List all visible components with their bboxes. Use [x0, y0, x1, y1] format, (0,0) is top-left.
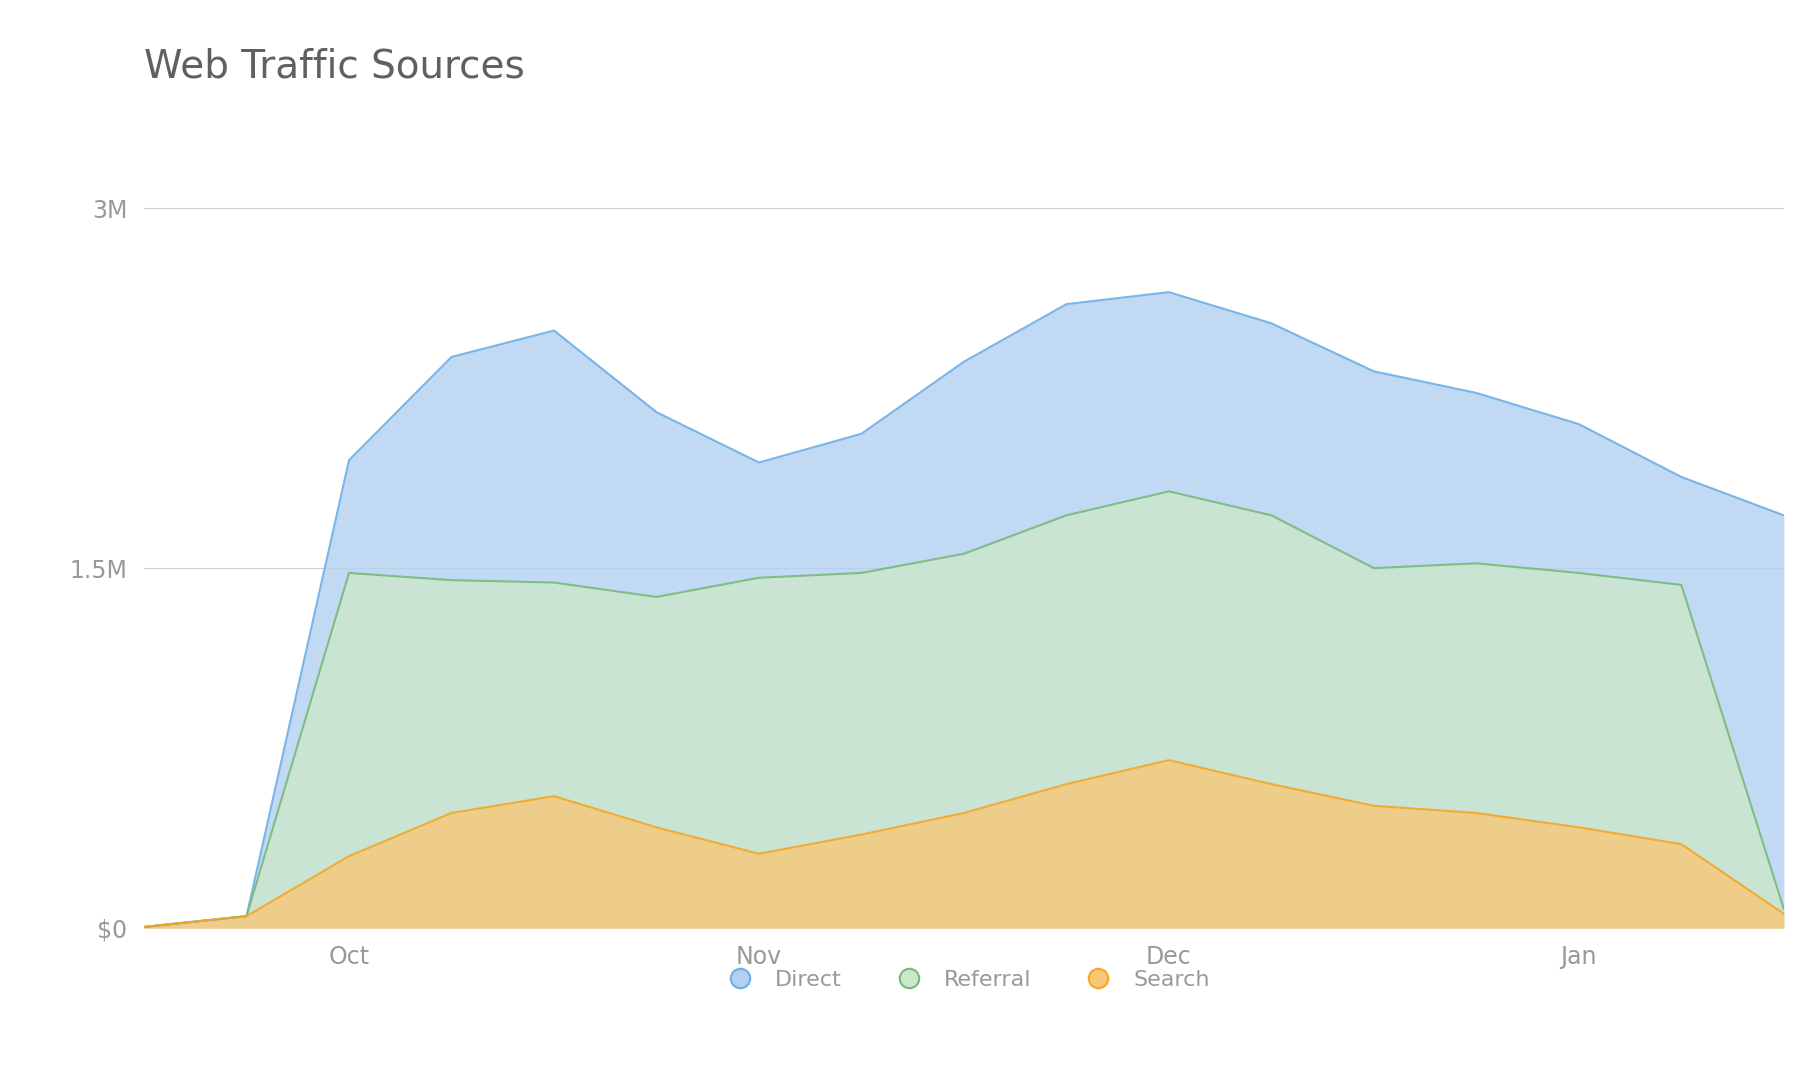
Legend: Direct, Referral, Search: Direct, Referral, Search — [709, 961, 1219, 999]
Text: Web Traffic Sources: Web Traffic Sources — [144, 48, 525, 85]
